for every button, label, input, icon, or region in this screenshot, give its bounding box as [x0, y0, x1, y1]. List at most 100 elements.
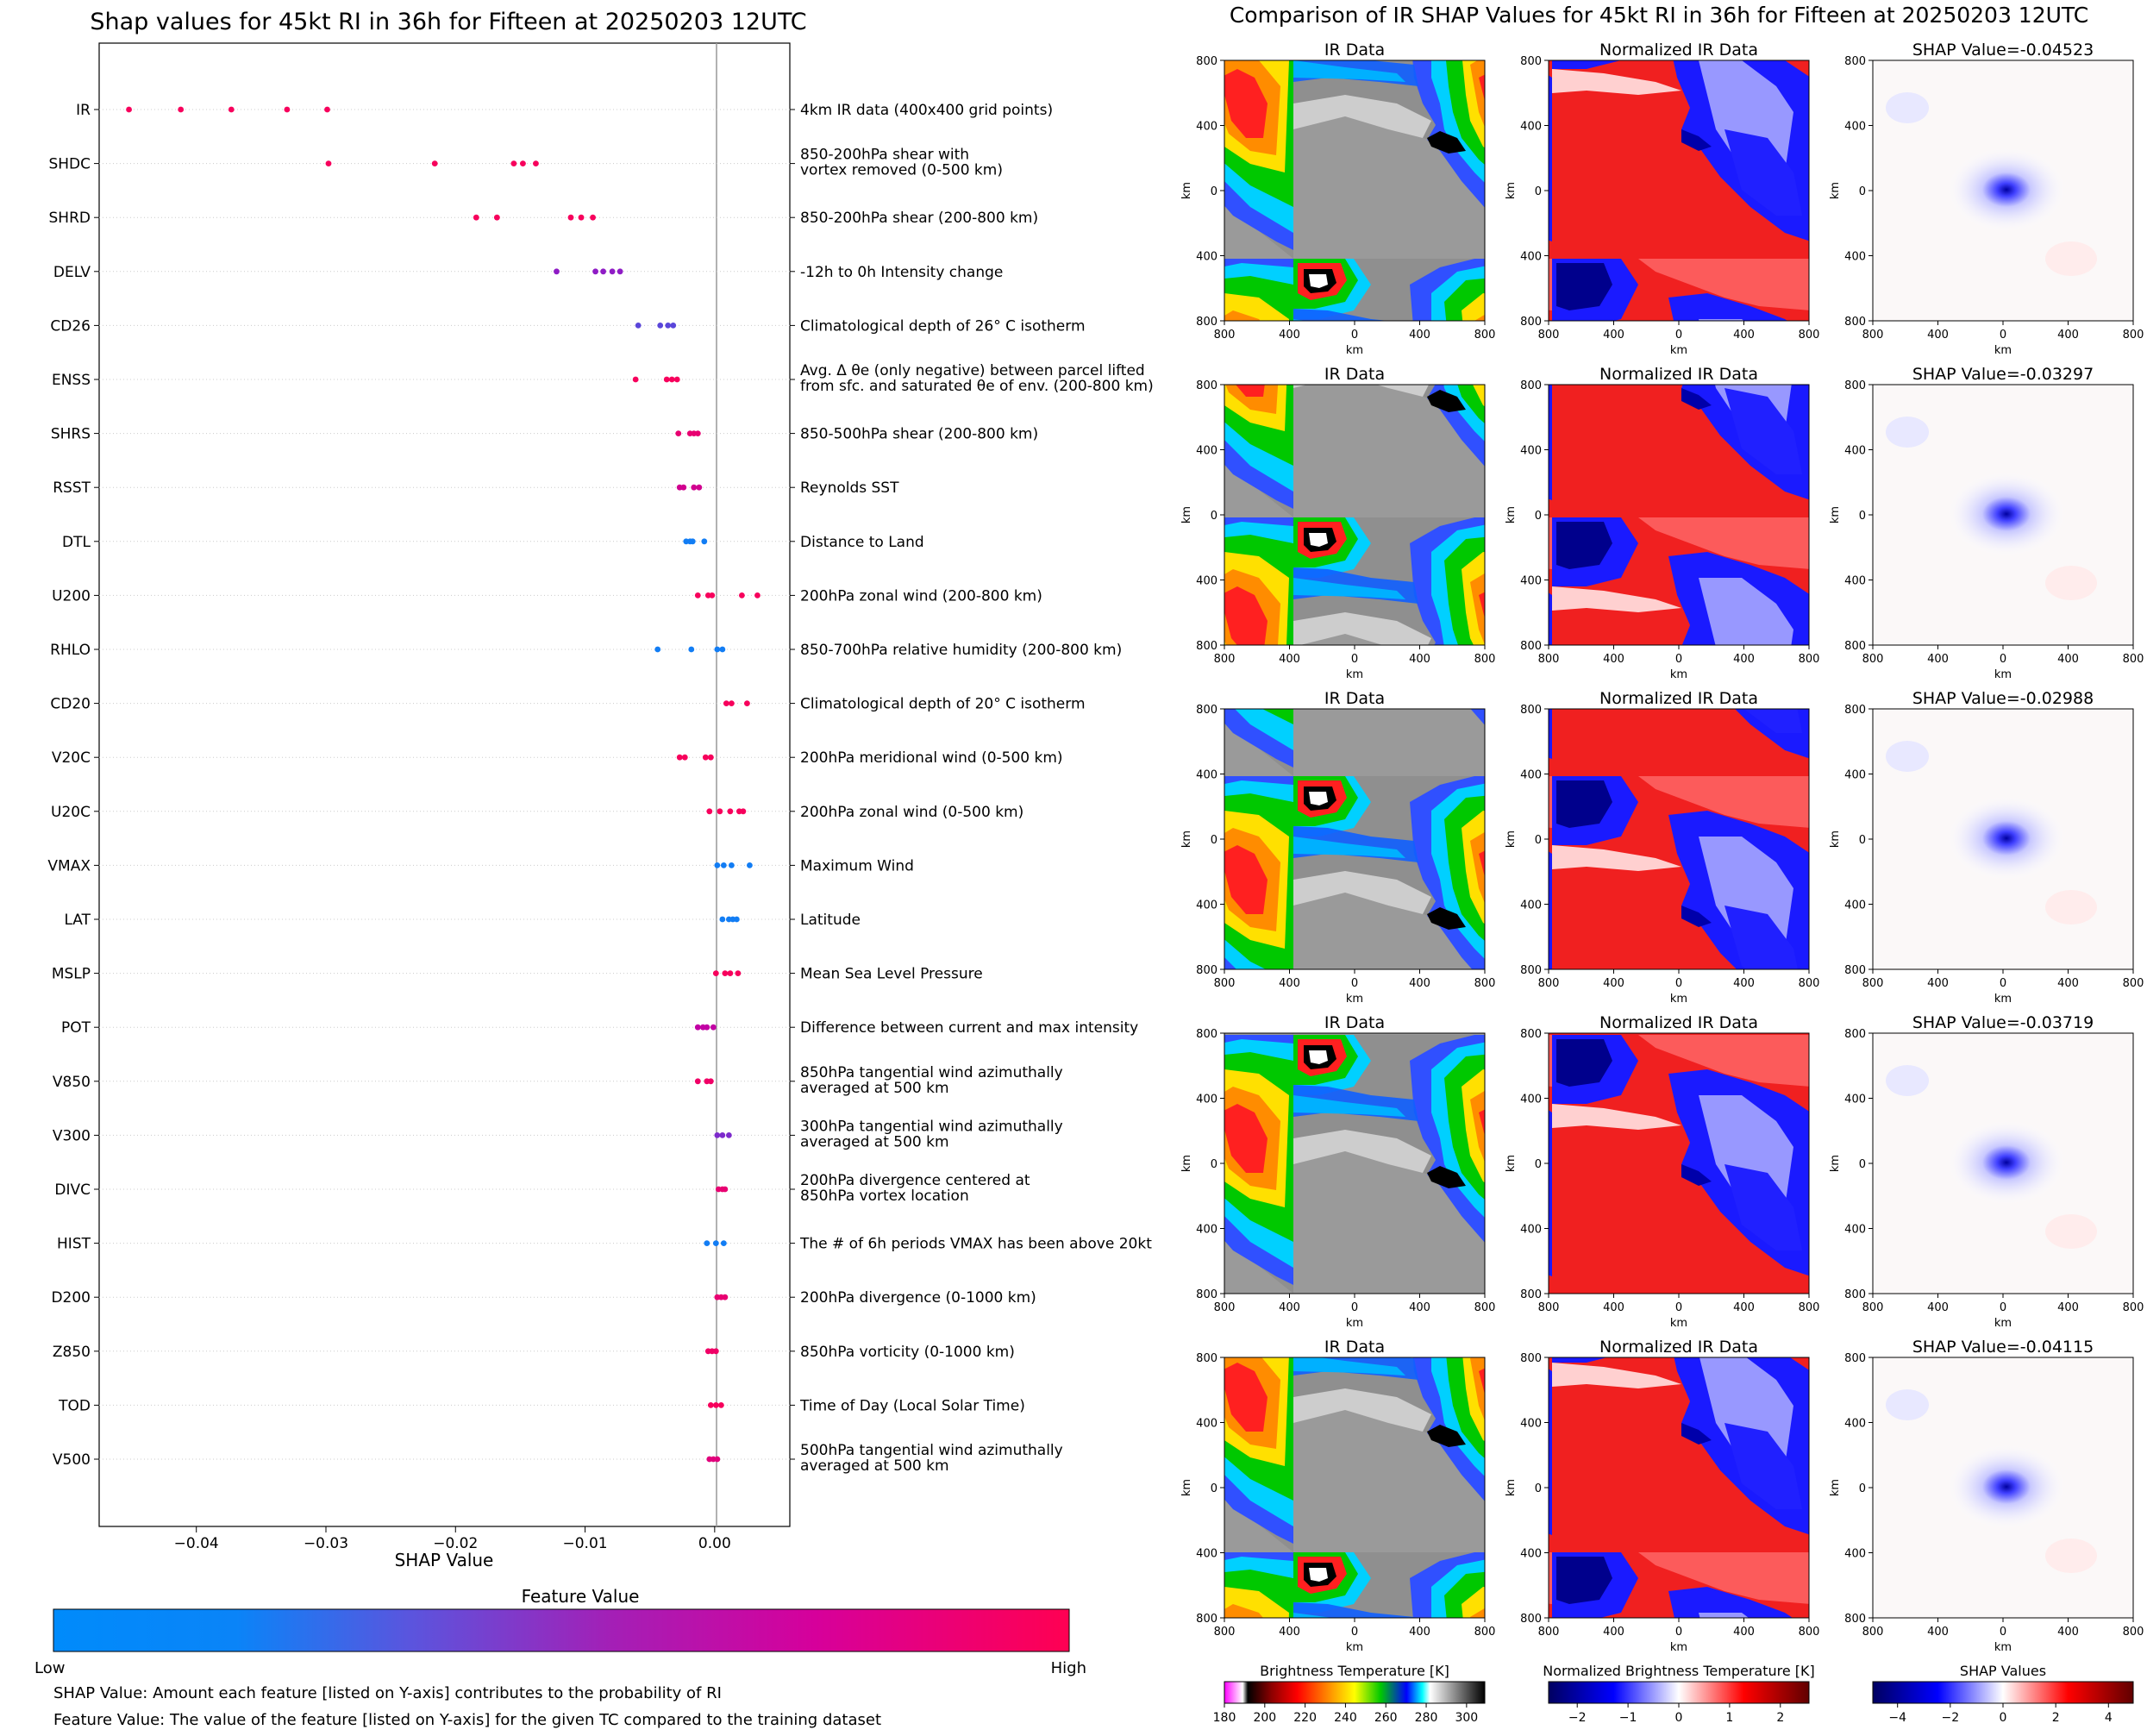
feature-description: averaged at 500 km: [800, 1133, 949, 1150]
y-tick-label: 400: [1844, 1418, 1866, 1431]
x-tick-label: 400: [1603, 977, 1624, 990]
y-axis-label: km: [1180, 182, 1193, 199]
x-tick-label: 800: [1538, 977, 1560, 990]
feature-description: averaged at 500 km: [800, 1080, 949, 1097]
y-tick-label: 0: [1535, 510, 1542, 523]
colorbar-2: Normalized Brightness Temperature [K] −2 −…: [1543, 1663, 1815, 1725]
feature-row-u200: U200 200hPa zonal wind (200-800 km): [52, 587, 1042, 605]
feature-name: DIVC: [54, 1181, 91, 1199]
x-tick-label: 400: [1603, 653, 1624, 666]
x-tick-label: 400: [1603, 329, 1624, 342]
shap-x-axis-label: SHAP Value: [395, 1550, 494, 1570]
x-tick-label: 0: [2000, 653, 2006, 666]
feature-description: 850-200hPa shear (200-800 km): [800, 210, 1038, 227]
x-tick-label: 400: [1927, 329, 1949, 342]
x-tick-label: 0: [2000, 977, 2006, 990]
y-axis-label: km: [1829, 182, 1842, 199]
map-panel-r4-c2: Normalized IR Data8008004004000040040080…: [1505, 1013, 1819, 1330]
y-tick-label: 0: [1859, 1158, 1866, 1171]
x-tick-label: −0.02: [433, 1535, 478, 1552]
x-tick-label: 400: [1927, 653, 1949, 666]
shap-point: [740, 808, 747, 815]
feature-name: MSLP: [52, 966, 91, 983]
feature-description: 200hPa meridional wind (0-500 km): [800, 749, 1063, 767]
x-tick-label: 0: [2000, 1626, 2006, 1639]
x-tick-label: 800: [1474, 1301, 1496, 1314]
x-tick-label: 400: [2057, 977, 2079, 990]
shap-point: [325, 160, 332, 167]
feature-row-divc: DIVC 200hPa divergence centered at850hPa …: [54, 1172, 1030, 1205]
shap-point: [717, 808, 723, 815]
shap-point: [719, 646, 726, 653]
y-tick-label: 400: [1520, 445, 1542, 458]
x-tick-label: 0.00: [698, 1535, 731, 1552]
feature-name: DTL: [62, 534, 91, 551]
feature-name: ENSS: [52, 372, 91, 389]
shap-point: [228, 106, 235, 113]
colorbar-tick-label: 2: [2052, 1711, 2060, 1725]
colorbar-1: Brightness Temperature [K] 180 200 220 240 26…: [1213, 1663, 1486, 1725]
feature-row-pot: POT Difference between current and max in…: [61, 1019, 1138, 1037]
y-tick-label: 400: [1196, 899, 1217, 912]
y-tick-label: 0: [1859, 1482, 1866, 1495]
x-tick-label: 400: [2057, 1626, 2079, 1639]
y-axis-label: km: [1505, 182, 1518, 199]
feature-description: vortex removed (0-500 km): [800, 162, 1003, 179]
shap-point: [694, 1078, 701, 1085]
shap-point: [696, 484, 703, 491]
shap-point: [676, 754, 683, 761]
feature-row-d200: D200 200hPa divergence (0-1000 km): [51, 1289, 1036, 1307]
colorbar-tick-label: −2: [1942, 1711, 1960, 1725]
feature-rows: IR 4km IR data (400x400 grid points) SHDC 8…: [47, 102, 1153, 1475]
y-tick-label: 800: [1196, 1352, 1217, 1365]
feature-description: The # of 6h periods VMAX has been above …: [799, 1236, 1152, 1253]
shap-point: [689, 538, 696, 545]
x-tick-label: 400: [1279, 653, 1300, 666]
colorbar-tick-label: 1: [1725, 1711, 1733, 1725]
feature-name: RSST: [53, 479, 91, 497]
shap-point: [609, 268, 616, 275]
shap-point: [723, 700, 729, 706]
shap-point: [681, 754, 688, 761]
feature-row-rhlo: RHLO 850-700hPa relative humidity (200-80…: [50, 642, 1122, 659]
feature-name: U20C: [51, 804, 91, 821]
feature-description: 850hPa vorticity (0-1000 km): [800, 1344, 1015, 1361]
map-panel-r2-c3: SHAP Value=-0.03297800800400400004004008…: [1829, 365, 2144, 681]
x-axis-label: km: [1994, 344, 2012, 357]
normalized-ir-image: [1549, 1033, 1809, 1294]
x-tick-label: 400: [1279, 977, 1300, 990]
shap-point: [727, 808, 734, 815]
shap-point: [747, 862, 753, 868]
y-tick-label: 0: [1211, 1482, 1217, 1495]
shap-point: [657, 323, 664, 329]
shap-blob: [1946, 471, 2067, 557]
feature-name: TOD: [58, 1397, 91, 1414]
shap-blob: [1886, 92, 1929, 123]
panel-title: IR Data: [1324, 1013, 1385, 1032]
shap-blob: [1886, 1389, 1929, 1420]
feature-name: Z850: [53, 1344, 91, 1361]
panel-title: Normalized IR Data: [1599, 1013, 1758, 1032]
feature-row-hist: HIST The # of 6h periods VMAX has been ab…: [57, 1236, 1152, 1253]
shap-point: [707, 1078, 714, 1085]
shap-point: [754, 592, 761, 599]
feature-name: D200: [51, 1289, 91, 1307]
shap-point: [493, 214, 500, 221]
panel-title: Normalized IR Data: [1599, 365, 1758, 384]
y-axis-label: km: [1505, 830, 1518, 848]
colorbar-tick-label: −1: [1619, 1711, 1637, 1725]
y-tick-label: 800: [1196, 379, 1217, 392]
x-tick-label: 800: [1214, 653, 1236, 666]
shap-point: [707, 1402, 714, 1408]
colorbar-tick-label: −4: [1888, 1711, 1906, 1725]
shap-point: [714, 1456, 721, 1463]
x-tick-label: 800: [1799, 653, 1820, 666]
shap-point: [720, 1240, 727, 1246]
shap-point: [704, 1240, 710, 1246]
y-tick-label: 800: [1520, 640, 1542, 653]
ir-image: [1224, 385, 1485, 645]
x-tick-label: 400: [2057, 653, 2079, 666]
y-axis-label: km: [1180, 830, 1193, 848]
x-tick-label: 800: [1862, 977, 1884, 990]
